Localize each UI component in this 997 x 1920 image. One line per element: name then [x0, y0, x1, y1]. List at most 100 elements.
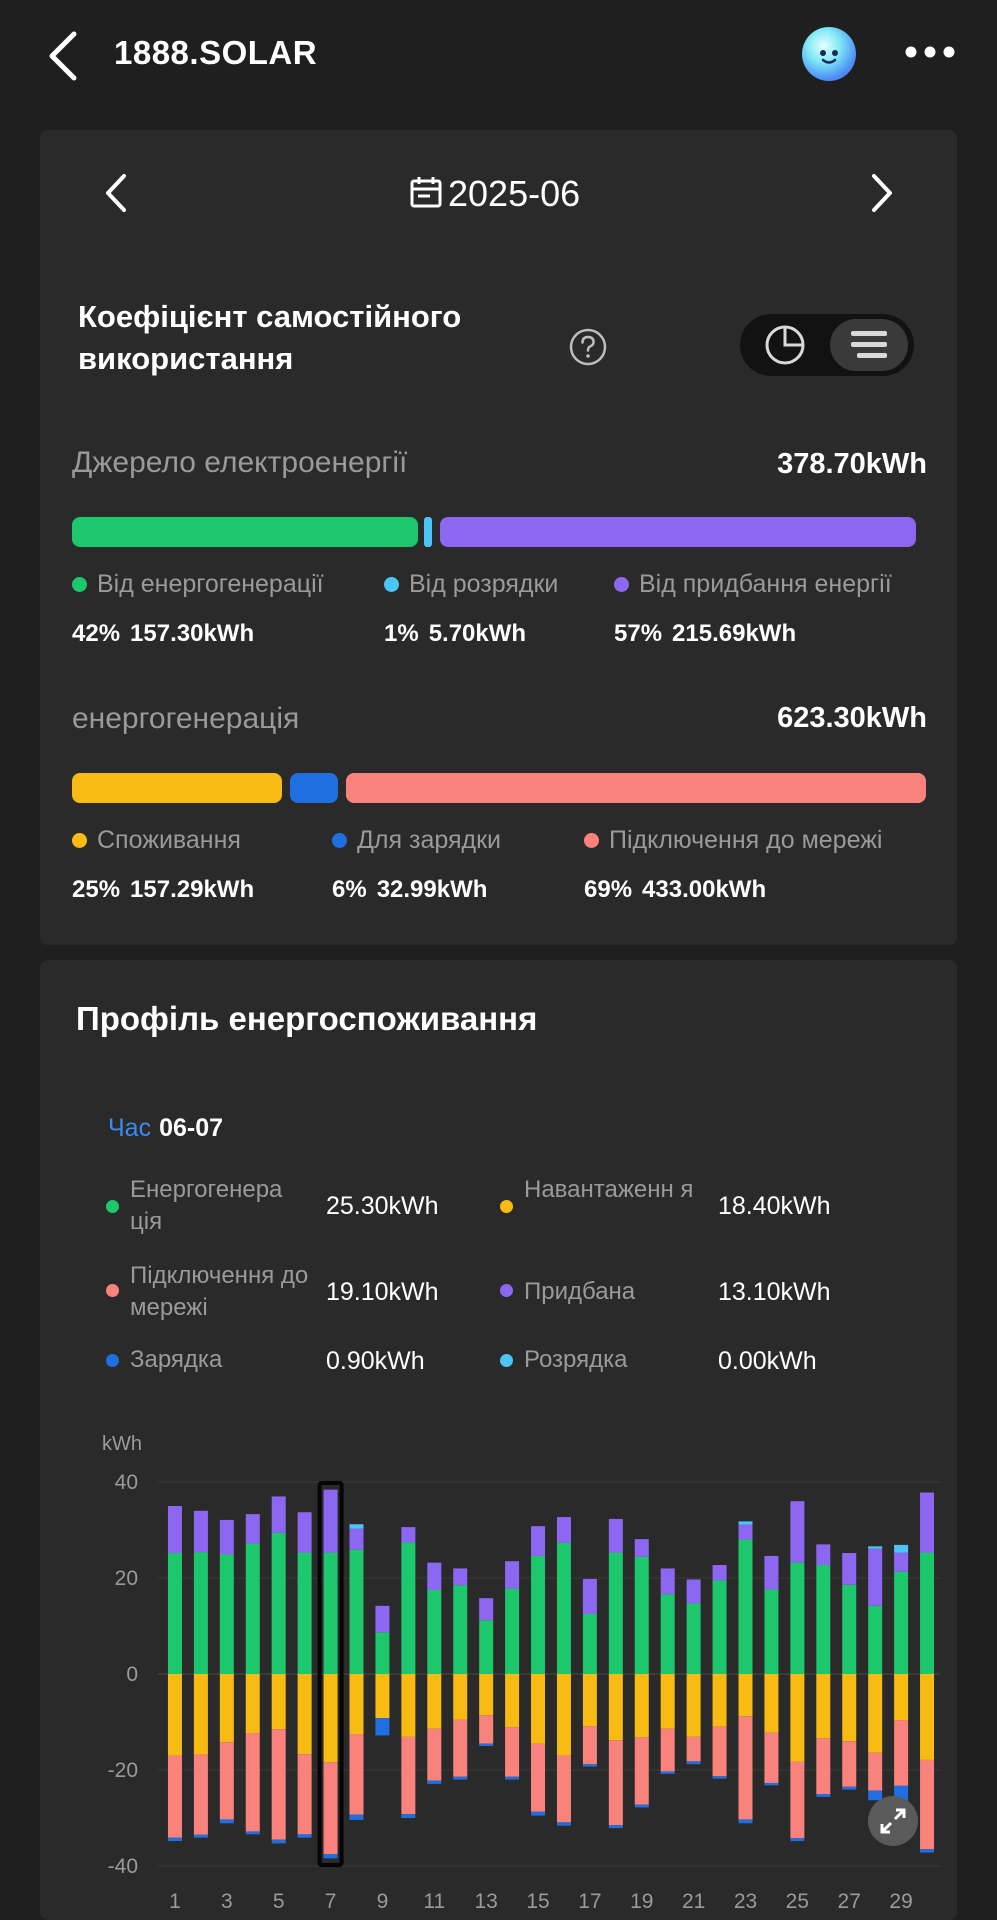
bar-segment: [582, 1764, 597, 1767]
bar-segment: [245, 1543, 260, 1674]
previous-period-icon[interactable]: [98, 168, 138, 218]
y-tick-label: -40: [108, 1855, 138, 1878]
bar-segment: [660, 1771, 675, 1774]
legend-from-generation: Від енергогенерації: [72, 570, 324, 599]
bar-segment: [531, 1674, 546, 1744]
bar-segment: [764, 1732, 779, 1783]
bar-segment: [375, 1718, 390, 1736]
bar-segment: [219, 1519, 234, 1555]
bar-segment: [505, 1588, 520, 1674]
bar-segment: [271, 1532, 286, 1674]
bar-segment: [738, 1674, 753, 1717]
bar-segment: [660, 1728, 675, 1772]
legend-dot: [72, 833, 87, 848]
avatar[interactable]: [802, 27, 856, 81]
bar-segment: [167, 1674, 182, 1756]
bar-segment: [505, 1561, 520, 1589]
bar-segment: [323, 1489, 338, 1553]
legend-from-purchase: Від придбання енергії: [614, 570, 892, 599]
legend-dot: [332, 833, 347, 848]
tooltip-dot-load: [500, 1200, 513, 1213]
bar-segment: [297, 1512, 312, 1553]
bar-segment: [505, 1674, 520, 1728]
expand-chart-icon[interactable]: [868, 1796, 918, 1846]
bar-segment: [193, 1510, 208, 1553]
bar-segment: [271, 1496, 286, 1533]
generation-label: енергогенерація: [72, 702, 300, 735]
bar-segment: [167, 1755, 182, 1838]
bar-segment: [323, 1552, 338, 1674]
bar-segment: [245, 1831, 260, 1835]
bar-segment: [894, 1544, 909, 1553]
bar-segment: [349, 1524, 364, 1529]
tooltip-dot-grid: [106, 1284, 119, 1297]
bar-segment: [738, 1524, 753, 1540]
bar-segment: [556, 1542, 571, 1674]
more-options-icon[interactable]: [900, 34, 960, 70]
bar-segment: [634, 1737, 649, 1805]
x-tick-label: 23: [734, 1890, 757, 1913]
date-picker[interactable]: 2025-06: [408, 170, 580, 218]
bar-segment: [686, 1674, 701, 1737]
bar-segment: [453, 1585, 468, 1674]
bar-segment: [686, 1761, 701, 1765]
x-tick-label: 29: [889, 1890, 912, 1913]
bar-segment: [193, 1674, 208, 1755]
bar-segment: [401, 1814, 416, 1818]
bar-segment: [712, 1565, 727, 1581]
bar-segment: [712, 1776, 727, 1779]
y-tick-label: 20: [115, 1567, 138, 1590]
bar-segment: [660, 1568, 675, 1595]
bar-segment: [764, 1589, 779, 1674]
tooltip-header: Час 06-07: [108, 1114, 224, 1142]
bar-segment: [634, 1539, 649, 1557]
bar-segment: [427, 1728, 442, 1781]
tooltip-value-load: 18.40kWh: [718, 1192, 831, 1220]
bar-segment: [479, 1598, 494, 1621]
bar-segment: [323, 1674, 338, 1763]
bar-segment: [790, 1838, 805, 1842]
bar-segment: [868, 1752, 883, 1791]
view-toggle[interactable]: [740, 314, 914, 376]
generation-bar-charging: [290, 773, 338, 803]
bar-segment: [712, 1674, 727, 1727]
generation-total: 623.30kWh: [777, 702, 927, 734]
bar-segment: [894, 1552, 909, 1572]
bar-segment: [479, 1715, 494, 1744]
bar-segment: [167, 1506, 182, 1554]
bar-segment: [738, 1539, 753, 1674]
tooltip-value-generation: 25.30kWh: [326, 1192, 439, 1220]
value-charging: 6% 32.99kWh: [332, 876, 488, 903]
generation-bar-grid: [346, 773, 926, 803]
bar-segment: [271, 1839, 286, 1844]
bar-segment: [219, 1674, 234, 1743]
legend-dot: [584, 833, 599, 848]
bar-segment: [582, 1674, 597, 1727]
source-bar-purchased: [440, 517, 916, 547]
value-from-generation: 42% 157.30kWh: [72, 620, 255, 647]
bar-view-tab[interactable]: [830, 319, 908, 371]
bar-segment: [608, 1740, 623, 1826]
tooltip-label-load: Навантаженн я: [524, 1176, 694, 1203]
pie-view-tab[interactable]: [746, 319, 824, 371]
bar-segment: [894, 1720, 909, 1786]
x-tick-label: 15: [526, 1890, 549, 1913]
bar-segment: [219, 1742, 234, 1820]
bar-segment: [894, 1674, 909, 1721]
bar-segment: [790, 1501, 805, 1563]
bar-segment: [297, 1552, 312, 1674]
bar-segment: [531, 1811, 546, 1816]
legend-dot: [72, 577, 87, 592]
back-arrow-icon[interactable]: [44, 28, 84, 84]
bar-segment: [401, 1736, 416, 1815]
bar-segment: [453, 1719, 468, 1777]
bar-segment: [245, 1514, 260, 1544]
bar-segment: [531, 1743, 546, 1812]
help-icon[interactable]: [569, 328, 607, 366]
next-period-icon[interactable]: [860, 168, 900, 218]
self-use-title: Коефіцієнт самостійного використання: [78, 299, 462, 376]
x-tick-label: 1: [169, 1890, 181, 1913]
value-from-purchase: 57% 215.69kWh: [614, 620, 797, 647]
calendar-icon: [408, 174, 444, 215]
